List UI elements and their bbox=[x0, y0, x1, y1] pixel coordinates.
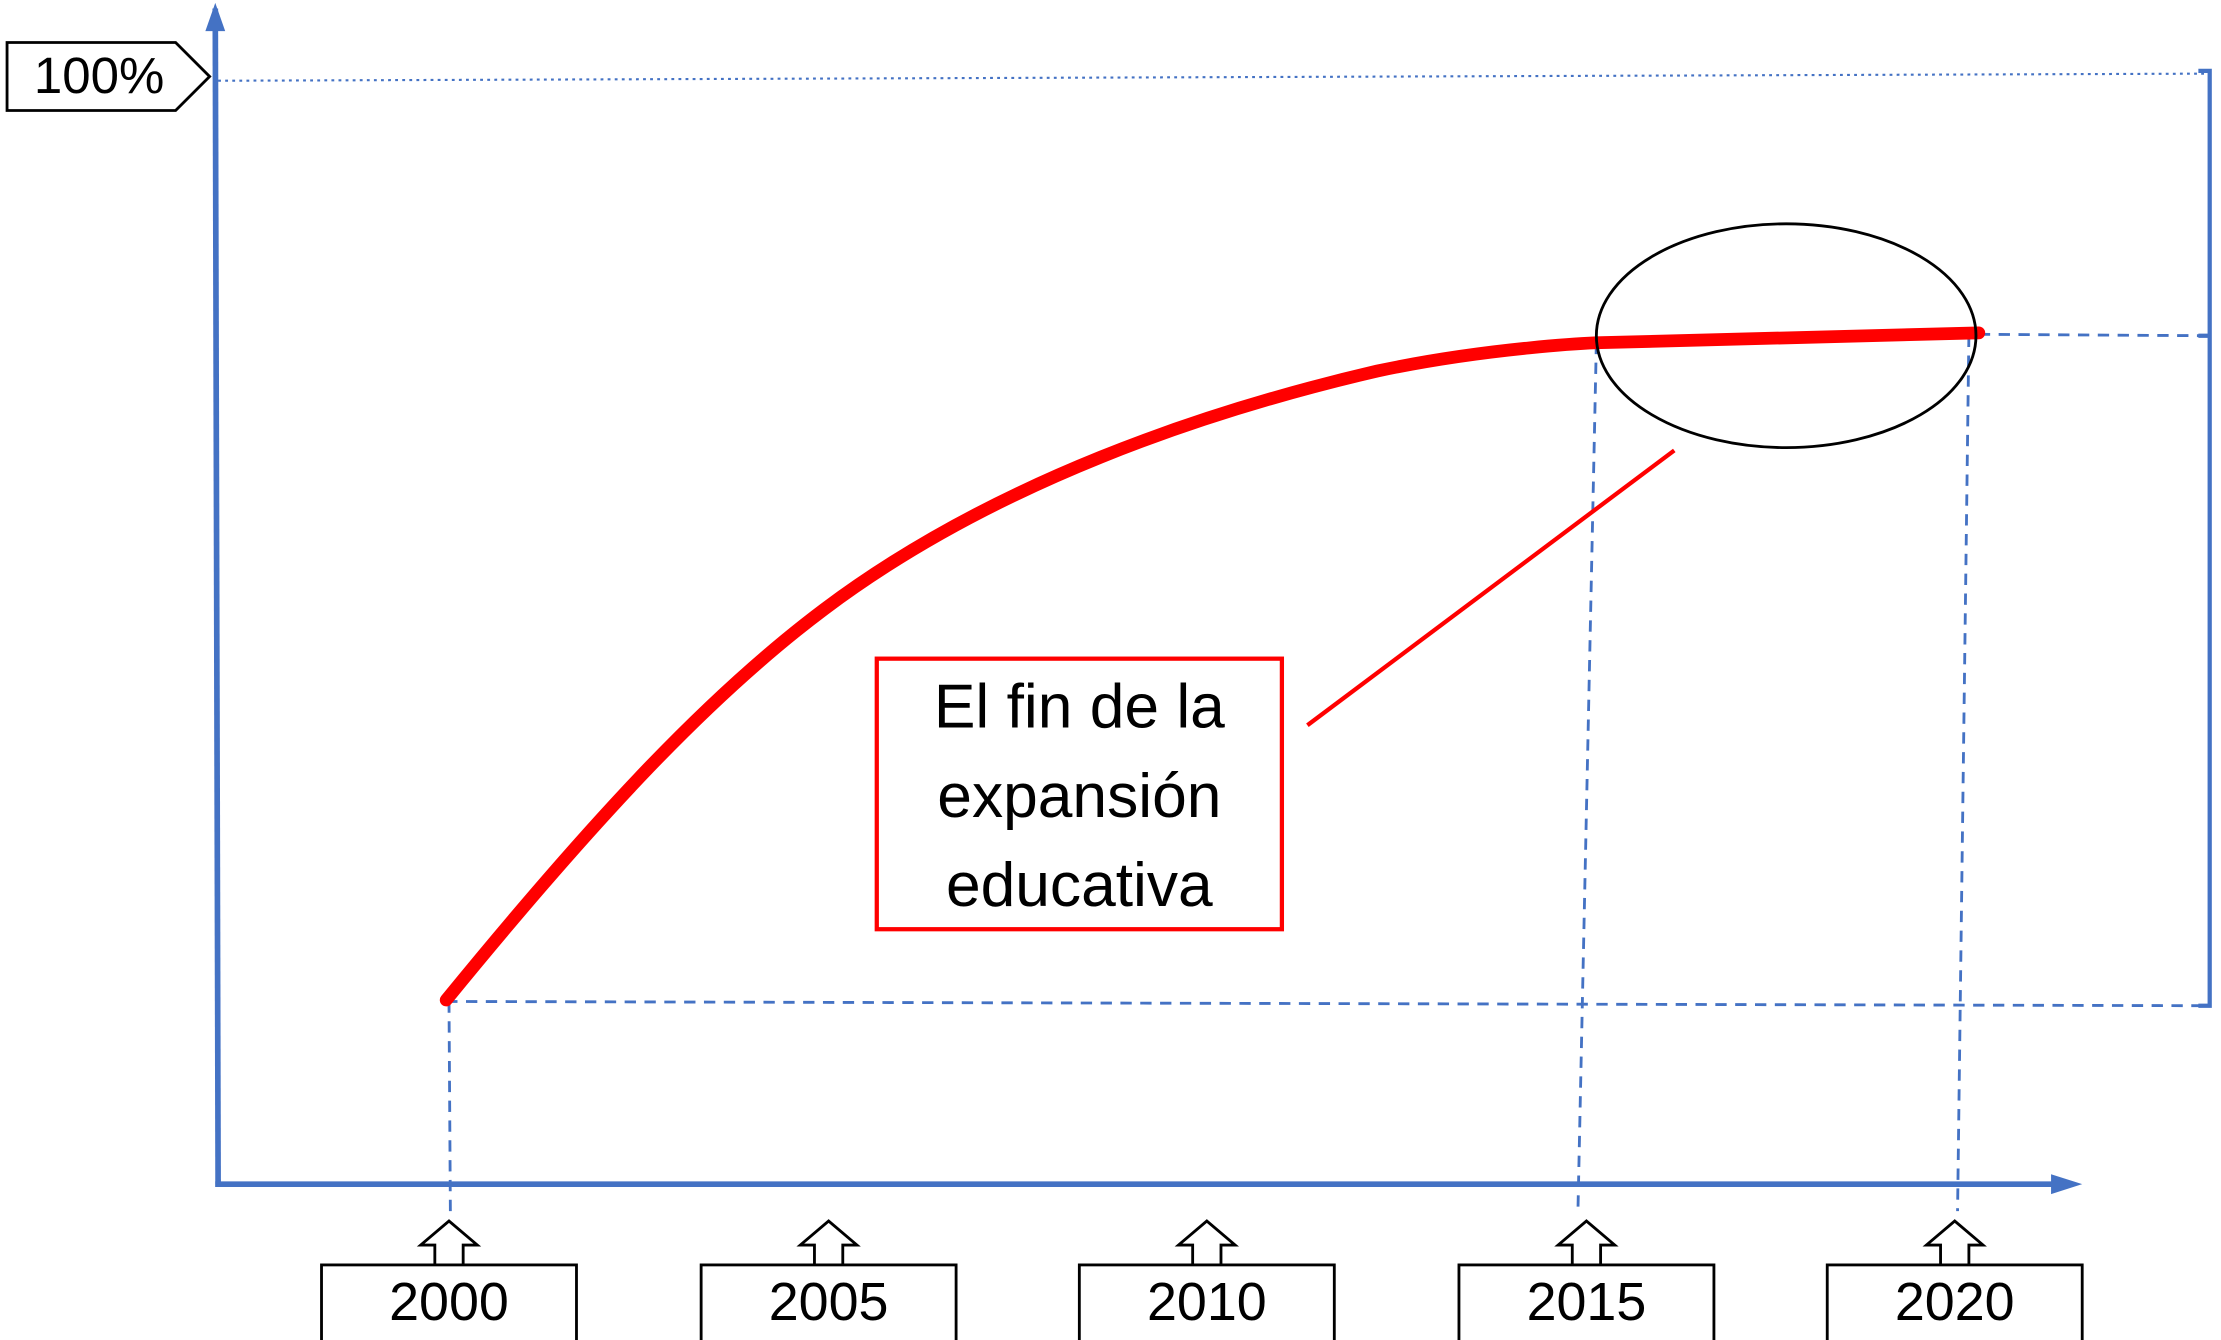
year-arrow bbox=[1174, 1219, 1240, 1265]
year-box bbox=[1825, 1263, 2084, 1340]
year-label: 2015 bbox=[1527, 1272, 1647, 1332]
year-label: 2020 bbox=[1895, 1272, 2015, 1332]
x-arrow bbox=[2051, 1174, 2083, 1195]
annotation-line: educativa bbox=[946, 851, 1213, 920]
annotation-box bbox=[874, 656, 1285, 932]
year-box bbox=[1077, 1263, 1336, 1340]
year-box bbox=[699, 1263, 958, 1340]
y-arrow bbox=[205, 2, 226, 32]
year-labels: 2000 2005 2010 2015 2020 bbox=[320, 1219, 2084, 1340]
year-arrow bbox=[1922, 1219, 1987, 1265]
year-label: 2000 bbox=[389, 1272, 509, 1332]
trend-curve bbox=[439, 326, 1986, 1007]
top-line bbox=[218, 72, 2206, 82]
year-arrow bbox=[1554, 1219, 1619, 1265]
bracket bbox=[2198, 68, 2212, 1008]
y-axis bbox=[212, 8, 221, 1188]
year-label: 2005 bbox=[769, 1272, 889, 1332]
year-box bbox=[1457, 1263, 1716, 1340]
annotation-line: expansión bbox=[937, 762, 1221, 831]
highlight-ellipse bbox=[1594, 222, 1978, 450]
year-arrow bbox=[796, 1219, 861, 1265]
guides bbox=[446, 332, 2206, 1219]
year-box bbox=[320, 1263, 578, 1340]
year-arrow bbox=[416, 1219, 482, 1265]
y-axis-label: 100% bbox=[34, 47, 164, 104]
label-box bbox=[5, 41, 212, 112]
callout-line bbox=[1306, 448, 1676, 727]
year-label: 2010 bbox=[1147, 1272, 1267, 1332]
annotation-line: El fin de la bbox=[934, 673, 1225, 742]
